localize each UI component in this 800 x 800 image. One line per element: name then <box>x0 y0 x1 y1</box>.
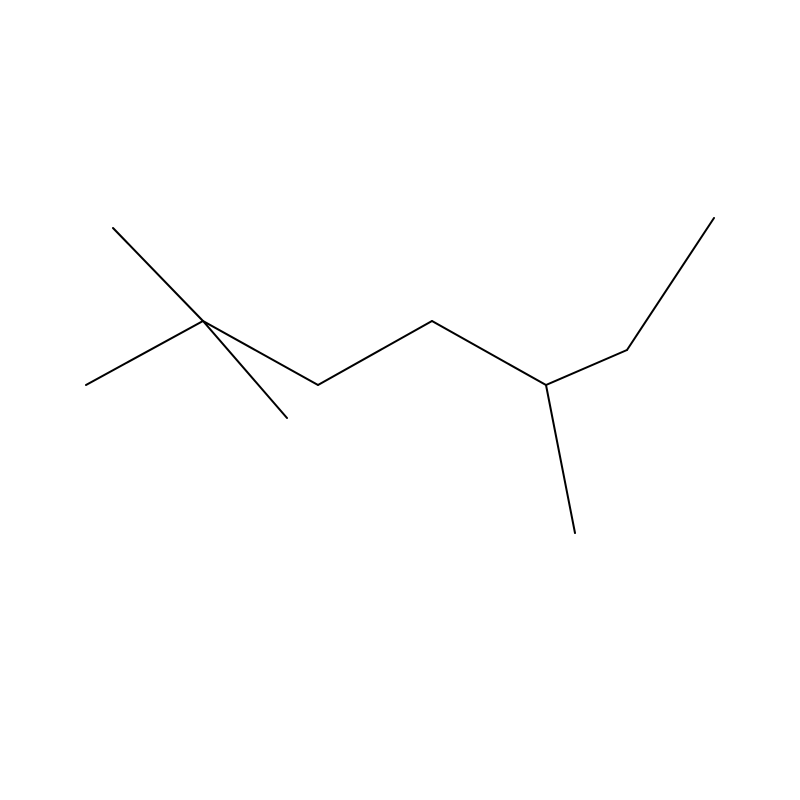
bond <box>318 321 432 385</box>
bond <box>432 321 546 385</box>
bond <box>203 321 318 385</box>
bond <box>113 228 203 321</box>
molecule-diagram <box>0 0 800 800</box>
bond-group <box>86 218 714 533</box>
bond <box>546 350 627 385</box>
bond <box>627 218 714 350</box>
bond <box>546 385 575 533</box>
bond <box>86 321 203 385</box>
bond <box>203 321 287 418</box>
